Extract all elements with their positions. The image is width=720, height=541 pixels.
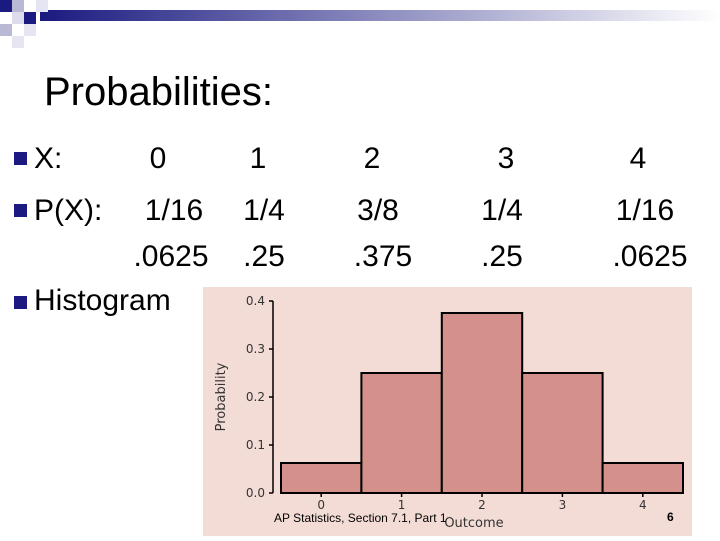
y-tick-label: 0.3 xyxy=(246,342,265,356)
px-fraction: 1/4 xyxy=(243,194,285,227)
x-tick-label: 3 xyxy=(559,498,567,512)
histogram-bar xyxy=(521,372,604,494)
y-axis-label: Probability xyxy=(214,362,229,431)
x-tick-label: 0 xyxy=(317,498,325,512)
px-decimal: .0625 xyxy=(612,240,688,273)
y-tick-label: 0.4 xyxy=(246,294,265,308)
footer-text: AP Statistics, Section 7.1, Part 1 xyxy=(274,511,447,525)
header-band xyxy=(0,0,720,48)
header-band-graphic xyxy=(0,0,720,48)
x-value: 4 xyxy=(629,142,647,175)
x-tick-label: 2 xyxy=(478,498,486,512)
bullet-icon xyxy=(14,204,27,217)
y-tick-label: 0.0 xyxy=(246,486,265,500)
x-value: 3 xyxy=(497,142,515,175)
page-number: 6 xyxy=(667,510,674,524)
px-decimal: .25 xyxy=(243,240,285,273)
histogram-label: Histogram xyxy=(34,284,171,317)
histogram-bar xyxy=(440,312,524,494)
px-fraction: 1/4 xyxy=(481,194,523,227)
px-decimal: .25 xyxy=(481,240,523,273)
x-axis-label: Outcome xyxy=(444,516,503,531)
histogram-chart: 0 1 2 3 4 0.0 0.1 0.2 0.3 0.4 Probability Outcome xyxy=(203,287,692,536)
x-tick-label: 1 xyxy=(398,498,406,512)
histogram-bar xyxy=(280,462,363,494)
row-label-x: X: xyxy=(34,142,63,175)
px-fraction: 1/16 xyxy=(615,194,675,227)
px-decimal: .0625 xyxy=(133,240,209,273)
x-value: 0 xyxy=(149,142,167,175)
px-fraction: 1/16 xyxy=(144,194,204,227)
x-value: 2 xyxy=(363,142,381,175)
histogram-bar xyxy=(360,372,443,494)
row-label-px: P(X): xyxy=(34,194,103,227)
y-tick-label: 0.1 xyxy=(246,438,265,452)
histogram-svg: 0 1 2 3 4 0.0 0.1 0.2 0.3 0.4 Probability Outcome xyxy=(214,294,685,531)
x-value: 1 xyxy=(249,142,267,175)
histogram-bar xyxy=(601,462,685,494)
slide-title: Probabilities: xyxy=(44,70,274,114)
y-tick-label: 0.2 xyxy=(246,390,265,404)
px-fraction: 3/8 xyxy=(357,194,399,227)
x-tick-label: 4 xyxy=(639,498,647,512)
px-decimal: .375 xyxy=(353,240,413,273)
bullet-icon xyxy=(14,152,27,165)
bullet-icon xyxy=(14,296,27,309)
